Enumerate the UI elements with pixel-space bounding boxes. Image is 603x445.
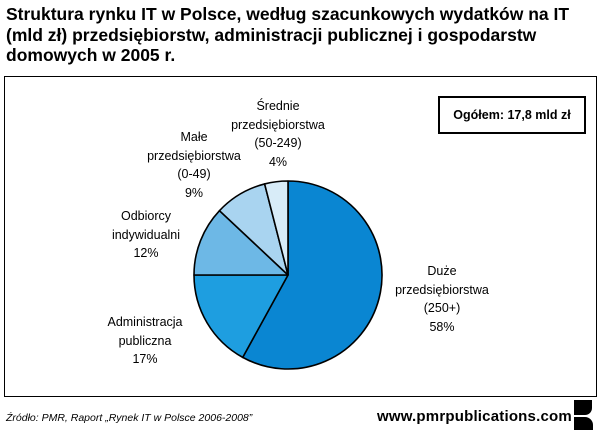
label-duze: Duże przedsiębiorstwa (250+) 58%: [382, 262, 502, 336]
label-srednie-line-1: Średnie: [256, 99, 300, 113]
label-male-line-3: (0-49): [177, 167, 211, 181]
total-box: Ogółem: 17,8 mld zł: [438, 96, 586, 134]
label-odbiorcy-value: 12%: [133, 246, 159, 260]
label-male-value: 9%: [184, 185, 204, 200]
chart-title: Struktura rynku IT w Polsce, według szac…: [6, 4, 596, 66]
source-note: Źródło: PMR, Raport „Rynek IT w Polsce 2…: [6, 412, 253, 424]
label-male: Małe przedsiębiorstwa (0-49) 9%: [134, 128, 254, 202]
pie-slice-srednie: [263, 180, 289, 276]
label-duze-line-2: przedsiębiorstwa: [395, 282, 489, 297]
chart-title-line-2: (mld zł) przedsiębiorstw, administracji …: [6, 24, 537, 45]
label-srednie-line-2: przedsiębiorstwa: [231, 117, 325, 132]
pmr-logo-icon: [574, 400, 593, 430]
pie-slice-odbiorcy: [193, 209, 289, 276]
label-administracja-line-2: publiczna: [118, 333, 172, 348]
label-srednie: Średnie przedsiębiorstwa (50-249) 4%: [218, 97, 338, 171]
chart-title-line-1: Struktura rynku IT w Polsce, według szac…: [6, 4, 570, 24]
label-duze-line-1: Duże: [427, 264, 457, 278]
label-duze-value: 58%: [429, 319, 455, 334]
chart-frame: [4, 76, 597, 397]
label-male-line-2: przedsiębiorstwa: [147, 148, 241, 163]
label-odbiorcy: Odbiorcy indywidualni 12%: [86, 207, 206, 263]
pie-slice-duze: [241, 180, 383, 370]
label-male-line-1: Małe: [180, 130, 208, 144]
label-administracja-line-1: Administracja: [107, 315, 183, 329]
label-administracja-value: 17%: [132, 352, 158, 366]
label-srednie-value: 4%: [268, 154, 288, 169]
label-odbiorcy-line-2: indywidualni: [111, 227, 181, 242]
label-duze-line-3: (250+): [423, 301, 461, 315]
label-srednie-line-3: (50-249): [254, 136, 302, 150]
label-odbiorcy-line-1: Odbiorcy: [120, 209, 172, 223]
website-link[interactable]: www.pmrpublications.com: [377, 408, 572, 425]
pie-slice-administracja: [193, 274, 289, 359]
chart-title-line-3: domowych w 2005 r.: [6, 45, 176, 65]
label-administracja: Administracja publiczna 17%: [85, 313, 205, 369]
